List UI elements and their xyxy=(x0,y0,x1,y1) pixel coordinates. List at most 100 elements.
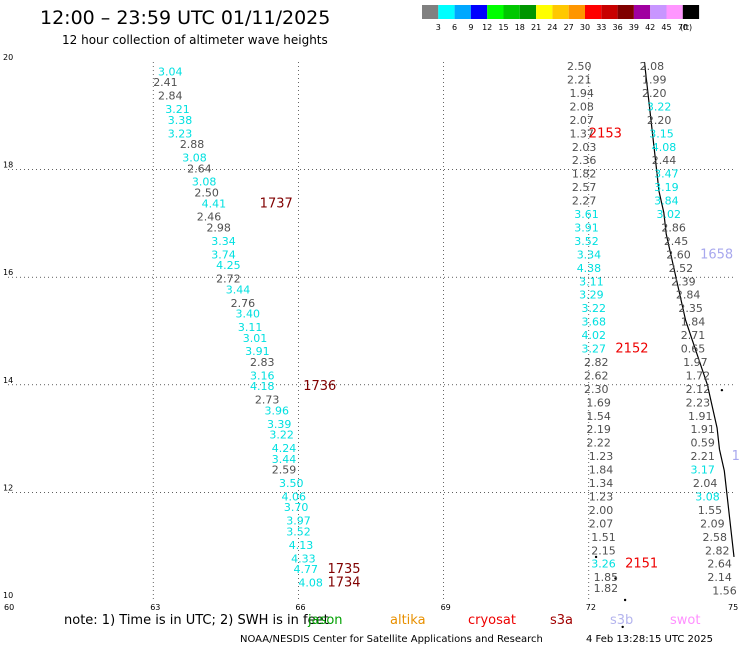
island-marker xyxy=(720,388,724,392)
colorbar-swatch xyxy=(617,5,634,19)
wave-height-label: 2.84 xyxy=(676,289,701,302)
satellite-legend-swot: swot xyxy=(670,613,701,628)
wave-height-label: 3.97 xyxy=(286,515,311,528)
wave-height-label: 2.21 xyxy=(567,74,592,87)
wave-height-label: 2.57 xyxy=(572,181,597,194)
wave-height-label: 2.72 xyxy=(216,273,241,286)
wave-height-label: 1.23 xyxy=(589,490,614,503)
wave-height-label: 1.54 xyxy=(586,410,611,423)
y-tick-label: 12 xyxy=(3,483,13,492)
wave-height-label: 2.82 xyxy=(584,356,609,369)
wave-height-label: 3.21 xyxy=(165,103,190,116)
wave-height-label: 3.08 xyxy=(695,490,720,503)
wave-height-label: 2.52 xyxy=(669,262,694,275)
colorbar-swatch xyxy=(552,5,569,19)
wave-height-label: 1.51 xyxy=(591,531,616,544)
wave-height-label: 3.04 xyxy=(158,65,183,78)
wave-height-label: 2.58 xyxy=(703,531,728,544)
wave-height-label: 2.15 xyxy=(591,544,616,557)
wave-height-label: 4.41 xyxy=(202,197,227,210)
y-tick-label: 16 xyxy=(3,268,13,277)
colorbar-swatch xyxy=(438,5,455,19)
wave-height-label: 4.06 xyxy=(281,490,306,503)
footer-timestamp: 4 Feb 13:28:15 UTC 2025 xyxy=(586,634,713,645)
wave-height-label: 2.46 xyxy=(197,211,222,224)
wave-height-label: 3.44 xyxy=(226,283,251,296)
wave-height-label: 4.24 xyxy=(272,442,297,455)
wave-height-label: 1.72 xyxy=(686,369,711,382)
wave-height-label: 2.27 xyxy=(572,195,597,208)
wave-height-label: 3.70 xyxy=(284,501,309,514)
colorbar-tick-label: 39 xyxy=(629,23,639,32)
colorbar-swatch xyxy=(487,5,504,19)
wave-height-label: 3.17 xyxy=(690,464,715,477)
wave-height-label: 2.83 xyxy=(250,356,275,369)
wave-height-label: 3.68 xyxy=(582,316,607,329)
pass-time-label: 1736 xyxy=(303,379,336,394)
wave-height-label: 1.94 xyxy=(569,87,594,100)
wave-height-label: 2.45 xyxy=(664,235,689,248)
y-tick-label: 18 xyxy=(3,161,13,170)
pass-time-label: 1658 xyxy=(700,247,733,262)
wave-height-label: 4.02 xyxy=(582,329,607,342)
wave-height-label: 2.09 xyxy=(700,517,725,530)
wave-height-label: 2.59 xyxy=(272,464,297,477)
colorbar-swatch xyxy=(568,5,585,19)
wave-height-label: 2.00 xyxy=(589,504,614,517)
wave-height-label: 3.91 xyxy=(245,345,270,358)
pass-time-label: 2151 xyxy=(625,557,658,572)
wave-height-label: 1.82 xyxy=(572,168,597,181)
colorbar-tick-label: 33 xyxy=(596,23,606,32)
wave-height-label: 1.34 xyxy=(589,477,614,490)
wave-height-label: 2.21 xyxy=(690,450,715,463)
wave-height-label: 2.12 xyxy=(686,383,711,396)
wave-height-label: 3.61 xyxy=(574,208,599,221)
wave-height-label: 3.96 xyxy=(265,404,290,417)
colorbar-tick-label: 42 xyxy=(645,23,655,32)
colorbar-swatch xyxy=(519,5,537,19)
wave-height-label: 3.16 xyxy=(250,369,275,382)
wave-height-label: 1.37 xyxy=(569,127,594,140)
wave-height-label: 4.38 xyxy=(577,262,602,275)
pass-time-label: 1735 xyxy=(327,562,360,577)
colorbar-tick-label: 15 xyxy=(498,23,508,32)
wave-height-label: 2.76 xyxy=(231,297,256,310)
colorbar-swatch xyxy=(536,5,553,19)
wave-height-label: 3.52 xyxy=(574,235,599,248)
wave-height-label: 3.26 xyxy=(591,558,616,571)
y-tick-label: 10 xyxy=(3,591,13,600)
colorbar-tick-label: 12 xyxy=(482,23,492,32)
colorbar-swatch xyxy=(470,5,488,19)
wave-height-label: 2.82 xyxy=(705,544,730,557)
colorbar-swatch xyxy=(666,5,683,19)
page-title: 12:00 – 23:59 UTC 01/11/2025 xyxy=(40,7,331,29)
wave-height-label: 3.23 xyxy=(168,127,193,140)
wave-height-label: 3.02 xyxy=(657,208,682,221)
wave-height-label: 2.07 xyxy=(589,517,614,530)
colorbar-swatch xyxy=(422,5,439,19)
note-text: note: 1) Time is in UTC; 2) SWH is in fe… xyxy=(64,613,329,628)
wave-height-label: 2.20 xyxy=(642,87,667,100)
x-tick-label: 69 xyxy=(441,603,451,612)
colorbar-tick-label: 9 xyxy=(468,23,473,32)
wave-height-label: 2.08 xyxy=(640,60,665,73)
colorbar-swatch xyxy=(633,5,651,19)
wave-height-label: 3.11 xyxy=(579,275,604,288)
wave-height-label: 3.38 xyxy=(168,114,193,127)
wave-height-label: 3.19 xyxy=(654,181,679,194)
wave-height-label: 1.84 xyxy=(681,316,706,329)
wave-height-label: 1.97 xyxy=(683,356,708,369)
pass-time-label: 1734 xyxy=(327,576,360,591)
wave-height-label: 4.77 xyxy=(294,563,319,576)
pass-time-label: 1737 xyxy=(260,196,293,211)
wave-height-label: 1.91 xyxy=(690,423,715,436)
colorbar-unit: (ft) xyxy=(680,23,692,32)
satellite-legend-cryosat: cryosat xyxy=(468,613,516,628)
wave-height-label: 2.86 xyxy=(661,221,686,234)
colorbar-swatch xyxy=(682,5,700,19)
wave-height-label: 2.64 xyxy=(707,558,732,571)
colorbar-swatch xyxy=(601,5,618,19)
wave-height-label: 3.22 xyxy=(269,429,294,442)
wave-height-label: 2.20 xyxy=(647,114,672,127)
